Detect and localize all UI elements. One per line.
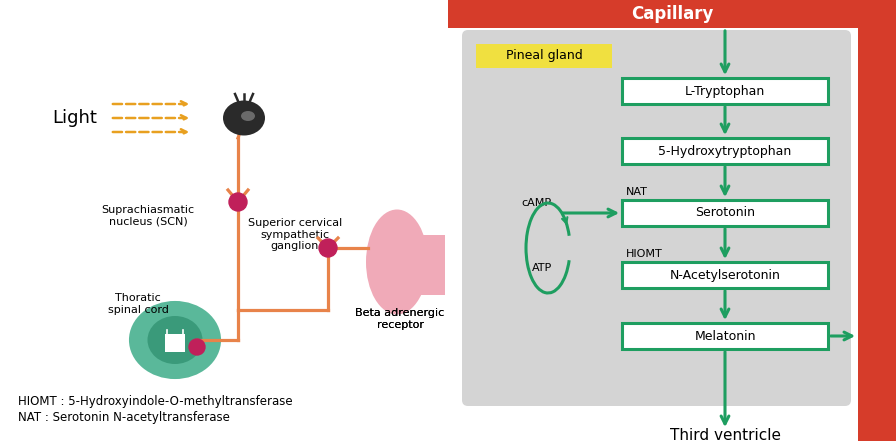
Text: Third ventricle: Third ventricle — [669, 429, 780, 441]
FancyBboxPatch shape — [622, 262, 828, 288]
FancyBboxPatch shape — [622, 200, 828, 226]
FancyBboxPatch shape — [462, 30, 851, 406]
Ellipse shape — [241, 111, 255, 121]
Text: 5-Hydroxytryptophan: 5-Hydroxytryptophan — [659, 145, 792, 157]
Circle shape — [319, 239, 337, 257]
Text: Serotonin: Serotonin — [695, 206, 755, 220]
Ellipse shape — [366, 209, 428, 314]
Text: Suprachiasmatic
nucleus (SCN): Suprachiasmatic nucleus (SCN) — [101, 205, 194, 227]
FancyBboxPatch shape — [622, 78, 828, 104]
Text: Light: Light — [52, 109, 97, 127]
Bar — [165, 334, 185, 352]
Text: ATP: ATP — [531, 263, 552, 273]
Ellipse shape — [130, 302, 220, 378]
Circle shape — [229, 193, 247, 211]
Bar — [858, 0, 896, 441]
Text: Beta adrenergic
receptor: Beta adrenergic receptor — [356, 308, 444, 329]
Bar — [448, 0, 896, 28]
Text: Melatonin: Melatonin — [694, 329, 755, 343]
Text: Pineal gland: Pineal gland — [505, 49, 582, 63]
Text: HIOMT : 5-Hydroxyindole-O-methyltransferase: HIOMT : 5-Hydroxyindole-O-methyltransfer… — [18, 396, 293, 408]
Text: Thoratic
spinal cord: Thoratic spinal cord — [108, 293, 168, 315]
Ellipse shape — [148, 316, 202, 364]
Bar — [413, 235, 445, 295]
Text: NAT: NAT — [626, 187, 648, 197]
Bar — [476, 44, 612, 68]
Ellipse shape — [223, 101, 265, 135]
Text: Capillary: Capillary — [631, 5, 713, 23]
FancyBboxPatch shape — [622, 323, 828, 349]
Circle shape — [189, 339, 205, 355]
Text: NAT : Serotonin N-acetyltransferase: NAT : Serotonin N-acetyltransferase — [18, 411, 230, 425]
Text: Superior cervical
sympathetic
ganglion: Superior cervical sympathetic ganglion — [248, 218, 342, 251]
Text: Beta adrenergic
receptor: Beta adrenergic receptor — [356, 308, 444, 329]
Text: cAMP: cAMP — [521, 198, 552, 208]
Text: N-Acetylserotonin: N-Acetylserotonin — [669, 269, 780, 281]
Text: L-Tryptophan: L-Tryptophan — [685, 85, 765, 97]
Text: HIOMT: HIOMT — [626, 249, 663, 259]
FancyBboxPatch shape — [622, 138, 828, 164]
